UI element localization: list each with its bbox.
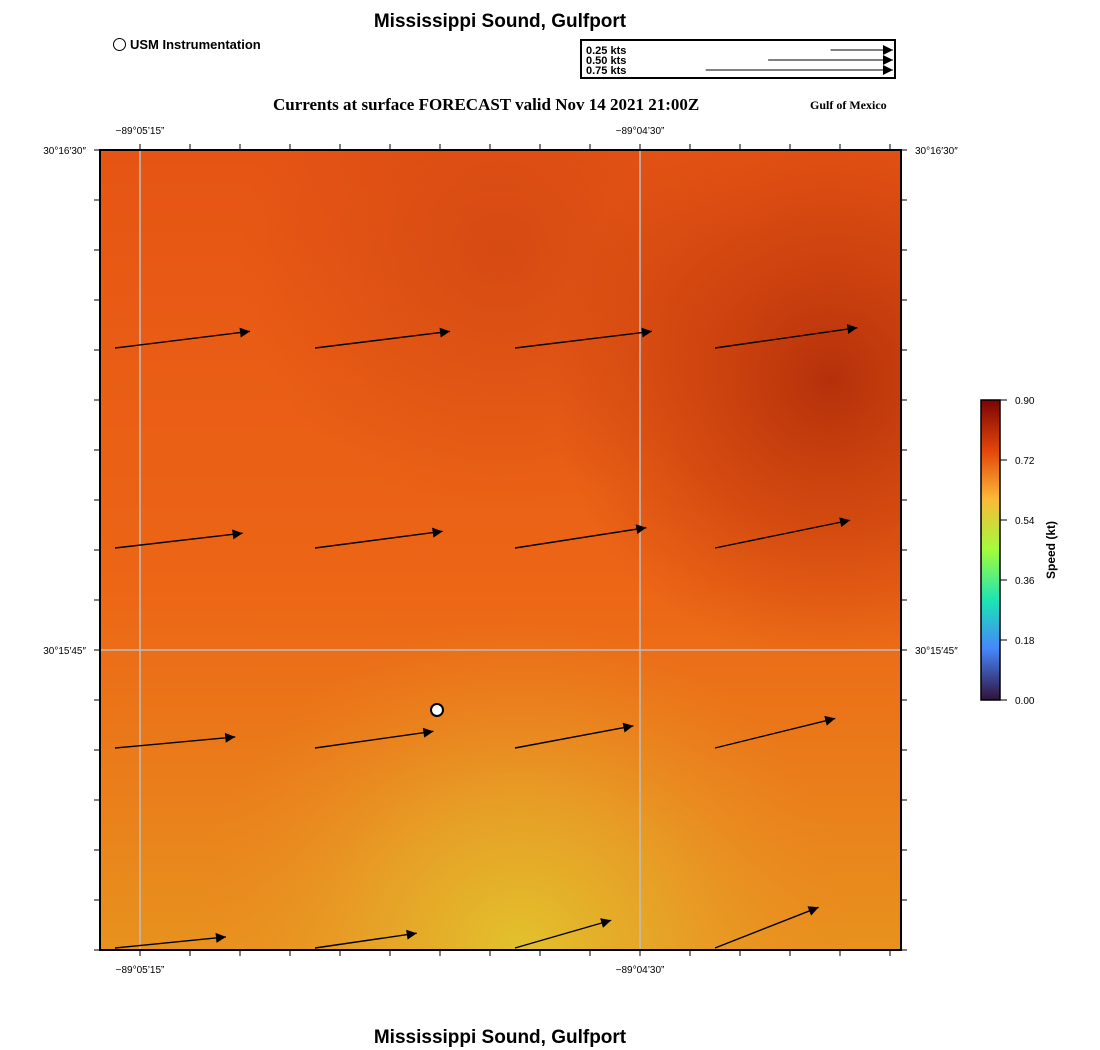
current-vectors	[114, 324, 858, 949]
colorbar-tick-label: 0.54	[1015, 516, 1035, 527]
vector-scale-legend: 0.25 kts 0.50 kts 0.75 kts	[580, 39, 896, 79]
colorbar-tick-label: 0.18	[1015, 636, 1035, 647]
colorbar-tick-label: 0.36	[1015, 576, 1035, 587]
current-vector-arrow	[514, 327, 652, 349]
station-marker	[430, 703, 444, 717]
lon-label-top-left: −89°05’15”	[116, 126, 165, 137]
station-legend-label: USM Instrumentation	[130, 37, 261, 52]
station-marker-icon	[113, 38, 126, 51]
lon-label-top-right: −89°04’30”	[616, 126, 665, 137]
scale-label-025: 0.25 kts	[586, 45, 626, 57]
scale-label-075: 0.75 kts	[586, 65, 626, 77]
current-vector-arrow	[114, 529, 243, 549]
colorbar-tick-label: 0.00	[1015, 696, 1035, 707]
current-vector-arrow	[714, 715, 836, 749]
region-label: Gulf of Mexico	[810, 98, 887, 112]
current-vector-arrow	[514, 918, 612, 949]
current-vector-arrow	[114, 732, 236, 749]
scale-legend-box	[580, 39, 896, 79]
current-vector-arrow	[714, 906, 819, 949]
map-footer-title: Mississippi Sound, Gulfport	[373, 1027, 627, 1048]
colorbar-tick-label: 0.72	[1015, 456, 1035, 467]
map-gridlines	[100, 150, 901, 950]
current-vector-arrow	[514, 722, 634, 749]
current-vector-arrow	[314, 327, 451, 349]
current-vector-arrow	[514, 524, 647, 549]
speed-field	[100, 150, 901, 950]
map-ticks	[94, 144, 907, 956]
colorbar-ramp	[980, 399, 1001, 701]
current-vector-arrow	[314, 527, 443, 549]
lon-label-bottom-left: −89°05’15”	[116, 965, 165, 976]
lat-label-left-mid: 30°15′45″	[43, 646, 86, 657]
current-vector-arrow	[314, 727, 434, 749]
map-title: Mississippi Sound, Gulfport	[373, 11, 627, 32]
colorbar-tick-label: 0.90	[1015, 396, 1035, 407]
current-vector-arrow	[114, 327, 251, 349]
lon-label-bottom-right: −89°04’30”	[616, 965, 665, 976]
colorbar-title: Speed (kt)	[1044, 521, 1058, 579]
lat-label-right-mid: 30°15′45″	[915, 646, 958, 657]
scale-label-050: 0.50 kts	[586, 55, 626, 67]
lat-label-right-top: 30°16′30″	[915, 146, 958, 157]
station-legend: USM Instrumentation	[113, 37, 261, 52]
current-vector-arrow	[714, 517, 851, 549]
current-vector-arrow	[314, 929, 417, 949]
map-subtitle: Currents at surface FORECAST valid Nov 1…	[273, 95, 700, 114]
current-vector-arrow	[714, 324, 858, 349]
current-vector-arrow	[114, 932, 227, 949]
lat-label-left-top: 30°16′30″	[43, 146, 86, 157]
colorbar: 0.00 0.18 0.36 0.54 0.72 0.90 Speed (kt)	[980, 396, 1058, 707]
